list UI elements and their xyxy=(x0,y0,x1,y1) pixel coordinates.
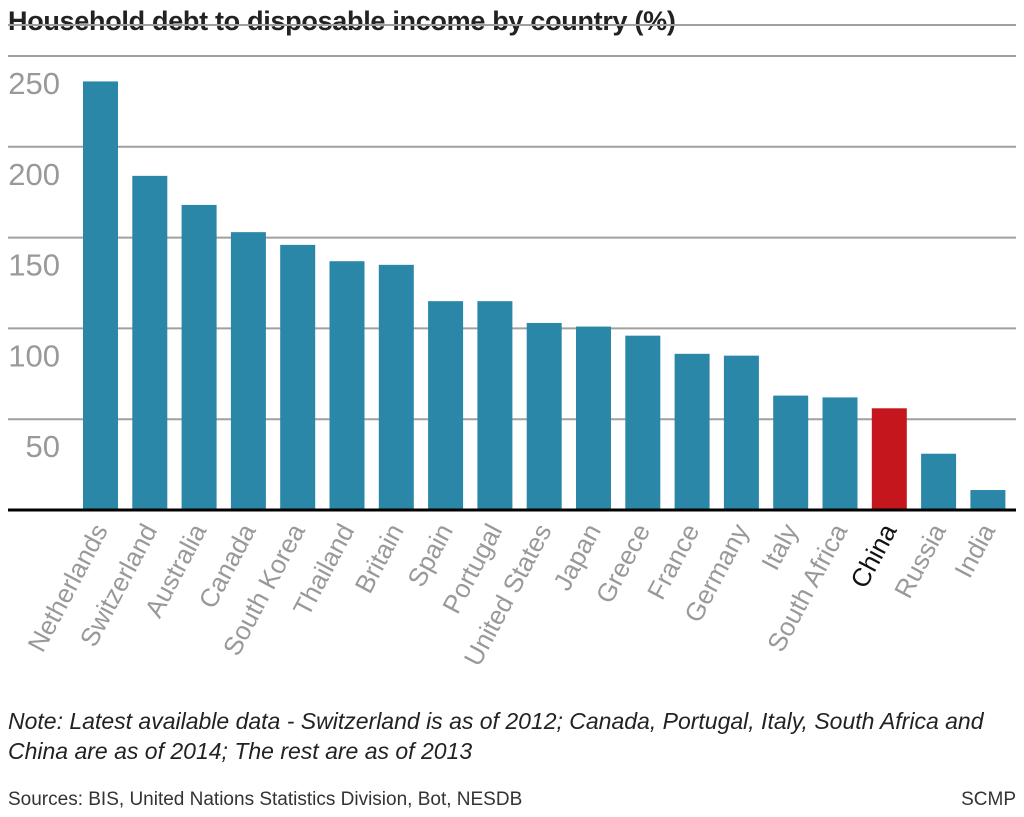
bar xyxy=(871,408,907,510)
chart-title: Household debt to disposable income by c… xyxy=(8,6,676,36)
bar xyxy=(280,244,316,510)
bar xyxy=(773,395,809,510)
x-tick-label: Britain xyxy=(349,519,410,598)
bar xyxy=(230,232,266,511)
x-tick-label: Italy xyxy=(755,519,804,575)
bar xyxy=(970,490,1006,510)
bar xyxy=(822,397,858,510)
bar xyxy=(576,326,611,510)
bar xyxy=(921,453,957,510)
y-tick-label: 50 xyxy=(26,429,60,464)
bar xyxy=(132,175,168,510)
y-tick-label: 150 xyxy=(8,248,60,283)
y-tick-label: 100 xyxy=(8,338,60,373)
chart-note: Note: Latest available data - Switzerlan… xyxy=(8,708,984,764)
bar xyxy=(378,264,414,510)
bar xyxy=(329,261,365,510)
y-tick-label: 200 xyxy=(8,157,60,192)
bar xyxy=(526,322,562,510)
x-tick-label: India xyxy=(948,518,1001,582)
bar-chart: 50100150200250NetherlandsSwitzerlandAust… xyxy=(8,24,1016,671)
bar xyxy=(428,301,464,510)
chart-sources: Sources: BIS, United Nations Statistics … xyxy=(8,789,523,810)
bar xyxy=(181,204,217,511)
bar xyxy=(625,335,661,510)
chart-credit: SCMP xyxy=(961,789,1016,810)
y-tick-label: 250 xyxy=(8,66,60,101)
bar xyxy=(477,301,513,510)
bar xyxy=(674,353,710,510)
bar xyxy=(83,81,118,510)
bar xyxy=(723,355,759,510)
